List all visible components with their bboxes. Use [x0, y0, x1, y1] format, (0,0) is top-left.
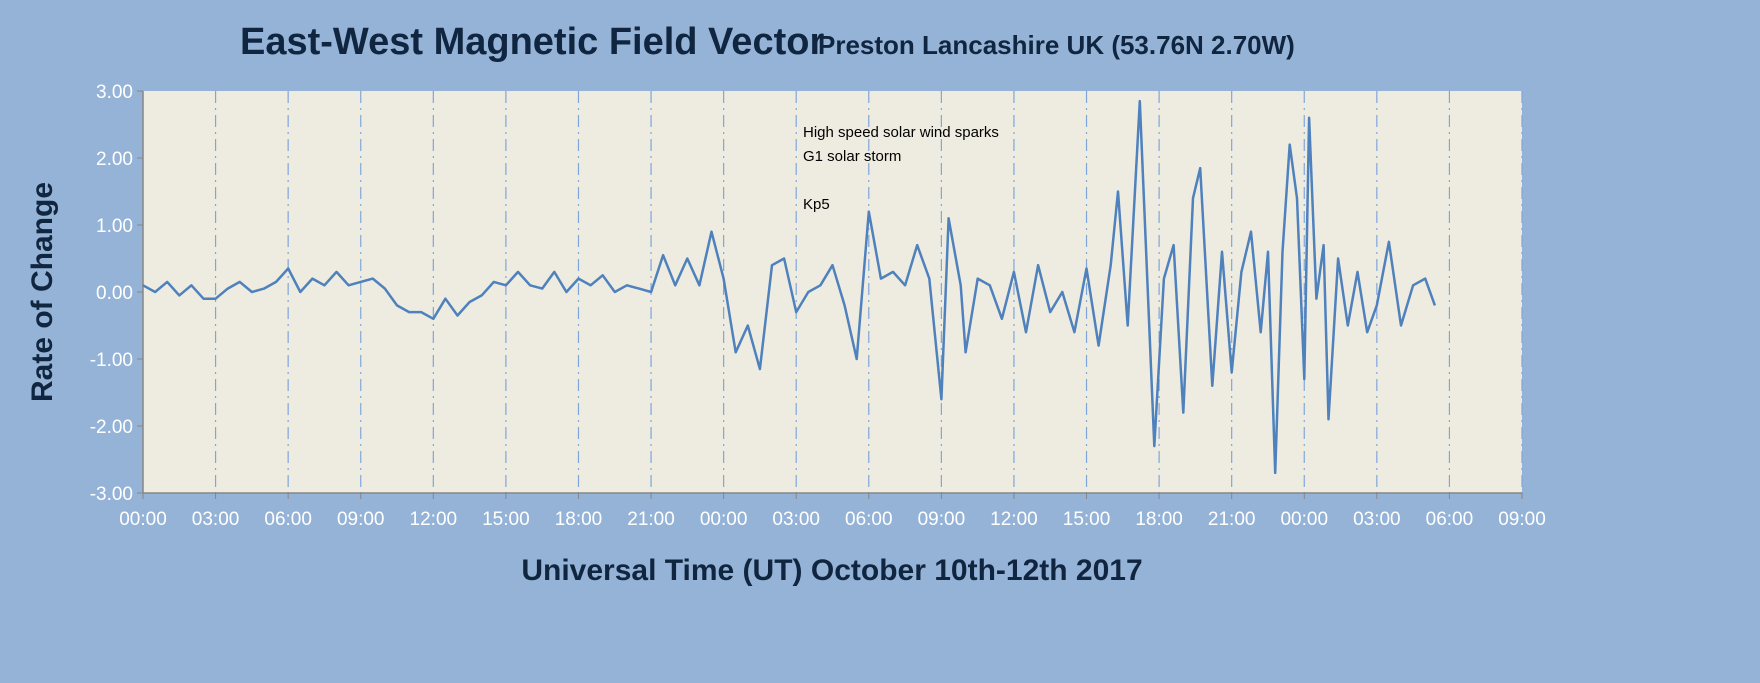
series-line [142, 99, 1437, 475]
x-tick-label: 12:00 [990, 509, 1038, 530]
x-tick-label: 03:00 [772, 509, 820, 530]
x-tick-label: 03:00 [1353, 509, 1401, 530]
y-tick-label: -1.00 [90, 350, 133, 371]
x-tick-label: 15:00 [482, 509, 530, 530]
x-tick-label: 09:00 [918, 509, 966, 530]
y-tick-label: -3.00 [90, 484, 133, 505]
y-tick-label: -2.00 [90, 417, 133, 438]
annotation-text: High speed solar wind sparks [803, 124, 999, 141]
annotation-text: G1 solar storm [803, 148, 901, 165]
y-tick-label: 1.00 [96, 216, 133, 237]
x-tick-label: 00:00 [119, 509, 167, 530]
y-tick-label: 0.00 [96, 283, 133, 304]
chart-subtitle: Preston Lancashire UK (53.76N 2.70W) [818, 30, 1295, 60]
annotation-text: Kp5 [803, 196, 830, 213]
x-tick-label: 09:00 [337, 509, 385, 530]
x-tick-label: 00:00 [700, 509, 748, 530]
x-axis-title: Universal Time (UT) October 10th-12th 20… [521, 554, 1142, 587]
x-tick-label: 09:00 [1498, 509, 1546, 530]
x-tick-label: 06:00 [264, 509, 312, 530]
x-tick-label: 06:00 [845, 509, 893, 530]
x-tick-label: 03:00 [192, 509, 240, 530]
x-tick-label: 21:00 [627, 509, 675, 530]
y-tick-label: 3.00 [96, 82, 133, 103]
x-tick-label: 21:00 [1208, 509, 1256, 530]
y-axis-title: Rate of Change [26, 182, 59, 402]
x-tick-label: 00:00 [1280, 509, 1328, 530]
x-tick-label: 12:00 [410, 509, 458, 530]
y-tick-label: 2.00 [96, 149, 133, 170]
chart-title: East-West Magnetic Field Vector [240, 21, 824, 63]
x-tick-label: 18:00 [1135, 509, 1183, 530]
x-tick-label: 15:00 [1063, 509, 1111, 530]
x-tick-label: 06:00 [1426, 509, 1474, 530]
x-tick-label: 18:00 [555, 509, 603, 530]
